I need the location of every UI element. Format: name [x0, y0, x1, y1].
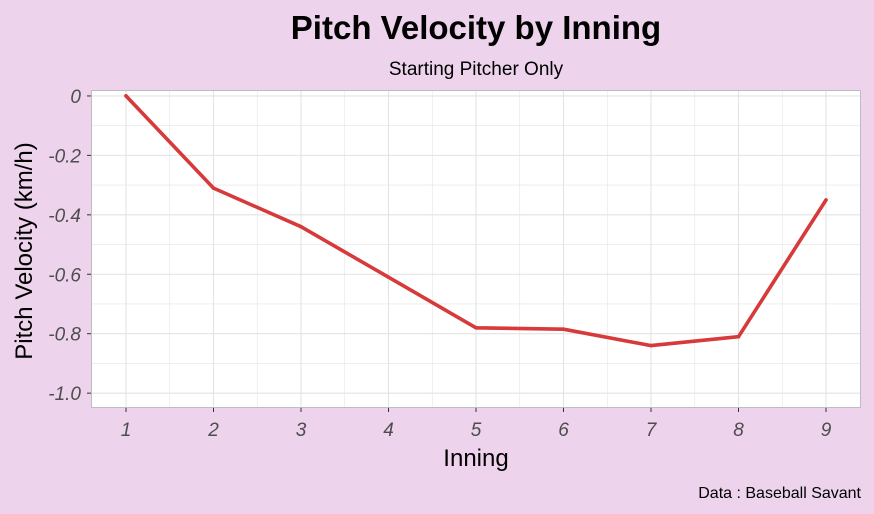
data-point [299, 224, 303, 229]
x-tick-label: 6 [558, 420, 569, 441]
y-tick-labels: 0 -0.2 -0.4 -0.6 -0.8 -1.0 [48, 87, 81, 405]
data-point [211, 186, 216, 190]
chart-caption: Data : Baseball Savant [698, 485, 861, 502]
data-point [386, 275, 391, 280]
y-axis-title: Pitch Velocity (km/h) [11, 142, 38, 359]
axis-ticks [87, 95, 827, 412]
y-tick-label: -0.6 [48, 265, 81, 286]
gridlines [91, 90, 861, 408]
data-point [649, 343, 653, 348]
data-point [561, 327, 566, 332]
x-tick-label: 7 [646, 420, 658, 441]
y-tick-label: -0.4 [48, 206, 81, 227]
x-tick-label: 9 [821, 420, 832, 441]
chart-title: Pitch Velocity by Inning [291, 9, 661, 46]
y-tick-label: -0.8 [48, 325, 81, 346]
x-tick-labels: 1 2 3 4 5 6 7 8 9 [121, 420, 832, 441]
data-point [474, 326, 478, 330]
data-point [736, 334, 741, 339]
x-tick-label: 1 [121, 420, 132, 441]
x-tick-label: 2 [207, 420, 219, 441]
y-tick-label: -1.0 [48, 384, 81, 405]
x-axis-title: Inning [443, 445, 508, 472]
x-tick-label: 3 [296, 420, 307, 441]
chart-subtitle: Starting Pitcher Only [389, 59, 564, 80]
y-tick-label: 0 [70, 87, 81, 108]
plot-panel-border [91, 90, 861, 408]
data-point [124, 94, 128, 98]
x-tick-label: 5 [471, 420, 482, 441]
x-tick-label: 4 [383, 420, 394, 441]
series-layer [124, 94, 828, 348]
x-tick-label: 8 [733, 420, 744, 441]
y-tick-label: -0.2 [48, 146, 81, 167]
data-point [824, 198, 828, 202]
